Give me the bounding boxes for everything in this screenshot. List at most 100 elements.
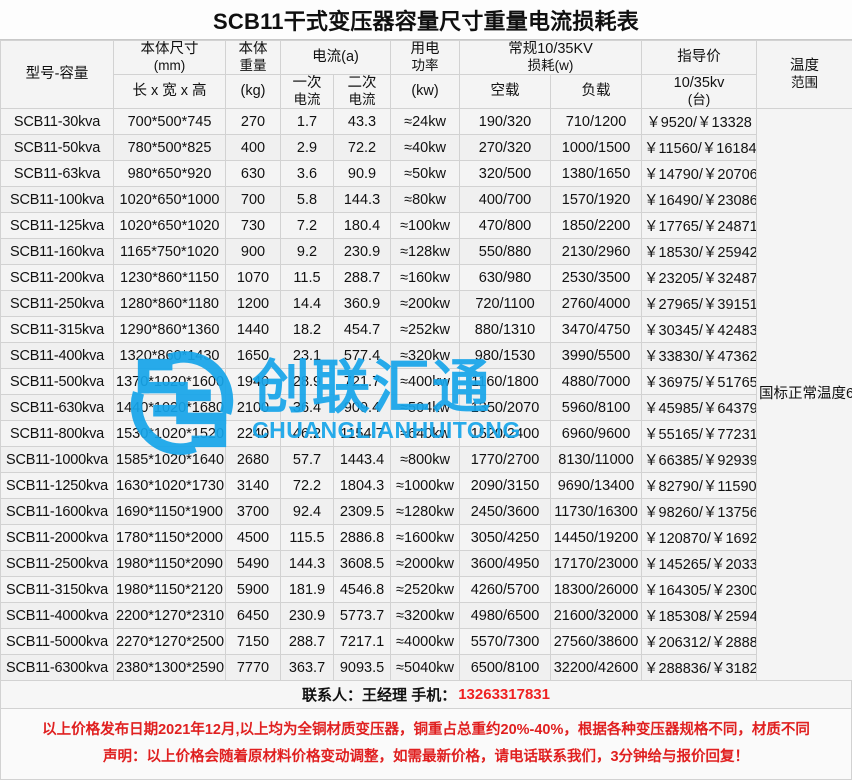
load-loss-cell: 8130/11000: [551, 447, 642, 473]
power-cell: ≈2000kw: [391, 551, 460, 577]
weight-cell: 2240: [226, 421, 281, 447]
load-loss-cell: 5960/8100: [551, 395, 642, 421]
weight-cell: 1070: [226, 265, 281, 291]
power-cell: ≈4000kw: [391, 629, 460, 655]
header-temp-label-2: 范围: [759, 75, 850, 91]
weight-cell: 270: [226, 109, 281, 135]
primary-current-cell: 28.9: [281, 369, 334, 395]
load-loss-cell: 2130/2960: [551, 239, 642, 265]
header-size: 本体尺寸 (mm): [114, 41, 226, 75]
contact-phone[interactable]: 13263317831: [458, 686, 550, 703]
spec-table: 型号-容量 本体尺寸 (mm) 本体 重量 电流(a) 用电 功率 常规10/3…: [0, 40, 852, 681]
secondary-current-cell: 2886.8: [334, 525, 391, 551]
weight-cell: 5900: [226, 577, 281, 603]
load-loss-cell: 9690/13400: [551, 473, 642, 499]
primary-current-cell: 181.9: [281, 577, 334, 603]
price-cell: ￥120870/￥169218: [642, 525, 757, 551]
header-model: 型号-容量: [1, 41, 114, 109]
temperature-note-cell: 国标正常温度65°超出温度风机循环散热。: [757, 109, 852, 681]
price-cell: ￥164305/￥230027: [642, 577, 757, 603]
size-cell: 1370*1020*1600: [114, 369, 226, 395]
header-weight-label-1: 本体: [239, 41, 268, 57]
load-loss-cell: 4880/7000: [551, 369, 642, 395]
model: SCB11-630kva: [1, 395, 114, 421]
power-cell: ≈100kw: [391, 213, 460, 239]
header-cur-sec-1: 二次: [348, 75, 377, 91]
secondary-current-cell: 288.7: [334, 265, 391, 291]
price-cell: ￥288836/￥318241: [642, 655, 757, 681]
primary-current-cell: 11.5: [281, 265, 334, 291]
load-loss-cell: 3990/5500: [551, 343, 642, 369]
price-cell: ￥145265/￥203371: [642, 551, 757, 577]
load-loss-cell: 710/1200: [551, 109, 642, 135]
primary-current-cell: 36.4: [281, 395, 334, 421]
primary-current-cell: 18.2: [281, 317, 334, 343]
price-cell: ￥9520/￥13328: [642, 109, 757, 135]
secondary-current-cell: 577.4: [334, 343, 391, 369]
noload-loss-cell: 320/500: [460, 161, 551, 187]
header-loss-noload: 空载: [460, 75, 551, 109]
weight-cell: 400: [226, 135, 281, 161]
power-cell: ≈80kw: [391, 187, 460, 213]
secondary-current-cell: 9093.5: [334, 655, 391, 681]
primary-current-cell: 363.7: [281, 655, 334, 681]
secondary-current-cell: 909.4: [334, 395, 391, 421]
noload-loss-cell: 4260/5700: [460, 577, 551, 603]
size-cell: 980*650*920: [114, 161, 226, 187]
model: SCB11-63kva: [1, 161, 114, 187]
model: SCB11-800kva: [1, 421, 114, 447]
model: SCB11-2500kva: [1, 551, 114, 577]
weight-cell: 700: [226, 187, 281, 213]
header-price-sub: 10/35kv (台): [642, 75, 757, 109]
header-loss-load: 负载: [551, 75, 642, 109]
noload-loss-cell: 550/880: [460, 239, 551, 265]
noload-loss-cell: 1520/2400: [460, 421, 551, 447]
header-size-sub: 长 x 宽 x 高: [114, 75, 226, 109]
size-cell: 1290*860*1360: [114, 317, 226, 343]
model: SCB11-4000kva: [1, 603, 114, 629]
load-loss-cell: 2530/3500: [551, 265, 642, 291]
secondary-current-cell: 2309.5: [334, 499, 391, 525]
load-loss-cell: 2760/4000: [551, 291, 642, 317]
header-current-primary: 一次 电流: [281, 75, 334, 109]
size-cell: 1530*1020*1520: [114, 421, 226, 447]
size-cell: 700*500*745: [114, 109, 226, 135]
model: SCB11-1250kva: [1, 473, 114, 499]
weight-cell: 3140: [226, 473, 281, 499]
header-loss-label-1: 常规10/35KV: [508, 41, 593, 57]
size-cell: 2270*1270*2500: [114, 629, 226, 655]
model: SCB11-1000kva: [1, 447, 114, 473]
primary-current-cell: 230.9: [281, 603, 334, 629]
power-cell: ≈400kw: [391, 369, 460, 395]
load-loss-cell: 3470/4750: [551, 317, 642, 343]
header-price: 指导价: [642, 41, 757, 75]
weight-cell: 2100: [226, 395, 281, 421]
noload-loss-cell: 880/1310: [460, 317, 551, 343]
model: SCB11-2000kva: [1, 525, 114, 551]
primary-current-cell: 5.8: [281, 187, 334, 213]
header-power-sub: (kw): [391, 75, 460, 109]
noload-loss-cell: 6500/8100: [460, 655, 551, 681]
secondary-current-cell: 144.3: [334, 187, 391, 213]
price-cell: ￥45985/￥64379: [642, 395, 757, 421]
noload-loss-cell: 3600/4950: [460, 551, 551, 577]
power-cell: ≈160kw: [391, 265, 460, 291]
header-temp-label-1: 温度: [790, 58, 819, 74]
price-cell: ￥185308/￥259431: [642, 603, 757, 629]
secondary-current-cell: 360.9: [334, 291, 391, 317]
size-cell: 1020*650*1020: [114, 213, 226, 239]
noload-loss-cell: 3050/4250: [460, 525, 551, 551]
noload-loss-cell: 1350/2070: [460, 395, 551, 421]
secondary-current-cell: 1443.4: [334, 447, 391, 473]
price-cell: ￥98260/￥137564: [642, 499, 757, 525]
model: SCB11-50kva: [1, 135, 114, 161]
note-line-1: 以上价格发布日期2021年12月,以上均为全铜材质变压器，铜重占总重约20%-4…: [5, 717, 847, 744]
